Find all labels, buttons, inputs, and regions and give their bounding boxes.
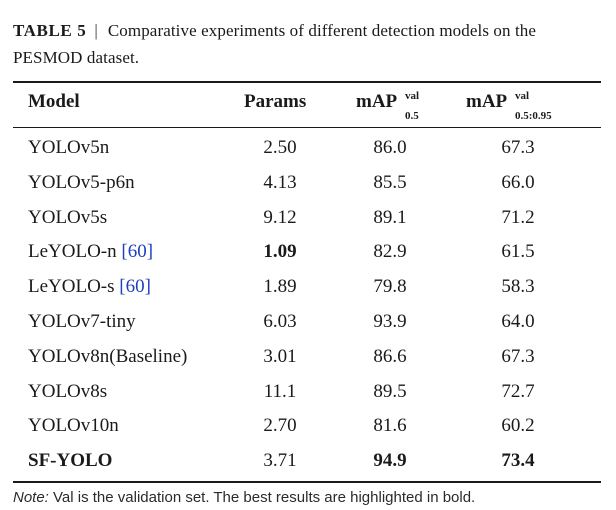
table-row: YOLOv8s 11.1 89.5 72.7 [0, 374, 616, 409]
header-map50-sup: val [405, 90, 420, 102]
header-map5095: mAP val 0.5:0.95 [466, 90, 552, 122]
cell-params: 2.70 [263, 415, 297, 437]
cell-map50: 81.6 [373, 415, 407, 437]
model-name: YOLOv5s [28, 206, 108, 228]
header-map50: mAP val 0.5 [356, 90, 419, 122]
cell-model: YOLOv7-tiny [28, 304, 136, 339]
table-top-rule [13, 81, 601, 83]
cell-map50: 79.8 [373, 276, 407, 298]
cell-model: SF-YOLO [28, 443, 112, 478]
cell-params: 1.09 [263, 241, 297, 263]
cell-map5095: 71.2 [501, 206, 535, 228]
header-map50-base: mAP [356, 91, 398, 112]
cell-model: YOLOv10n [28, 408, 119, 443]
model-name: YOLOv10n [28, 415, 119, 437]
header-map5095-sub: 0.5:0.95 [515, 110, 552, 122]
model-name: YOLOv8s [28, 380, 108, 402]
model-name: SF-YOLO [28, 450, 113, 472]
table-label: TABLE 5 [13, 21, 87, 40]
table-caption: TABLE 5 | Comparative experiments of diffe… [13, 17, 603, 71]
table-row: LeYOLO-n [60] 1.09 82.9 61.5 [0, 234, 616, 269]
cell-params: 3.71 [263, 450, 297, 472]
cell-params: 6.03 [263, 311, 297, 332]
cell-model: YOLOv5s [28, 200, 107, 235]
table-row: YOLOv7-tiny 6.03 93.9 64.0 [0, 304, 616, 339]
note-text: Val is the validation set. The best resu… [48, 489, 476, 506]
cell-map50: 89.1 [373, 206, 407, 228]
table-header-rule [13, 127, 601, 128]
header-map5095-sup: val [515, 90, 530, 102]
cell-map5095: 58.3 [501, 276, 535, 298]
table-row: YOLOv5-p6n 4.13 85.5 66.0 [0, 165, 616, 200]
cell-map5095: 60.2 [501, 415, 535, 437]
caption-separator: | [94, 21, 98, 40]
model-name: YOLOv5-p6n [28, 171, 135, 193]
cell-map50: 94.9 [373, 450, 407, 472]
cell-model: YOLOv5-p6n [28, 165, 135, 200]
cell-map50: 86.0 [373, 137, 407, 158]
citation-link[interactable]: [60] [121, 241, 154, 263]
table-row: YOLOv8n(Baseline) 3.01 86.6 67.3 [0, 339, 616, 374]
cell-map50: 86.6 [373, 345, 407, 367]
cell-params: 4.13 [263, 171, 297, 193]
table-row: YOLOv5n 2.50 86.0 67.3 [0, 130, 616, 165]
header-map50-sub: 0.5 [405, 110, 419, 122]
cell-model: YOLOv5n [28, 130, 109, 165]
table-row: YOLOv10n 2.70 81.6 60.2 [0, 408, 616, 443]
model-name: YOLOv7-tiny [28, 311, 136, 332]
cell-model: LeYOLO-n [60] [28, 234, 153, 269]
header-map5095-base: mAP [466, 91, 508, 112]
cell-model: YOLOv8s [28, 374, 107, 409]
cell-map5095: 64.0 [501, 311, 535, 332]
model-name: YOLOv5n [28, 137, 110, 158]
cell-map50: 93.9 [373, 311, 407, 332]
cell-model: YOLOv8n(Baseline) [28, 339, 187, 374]
table-bottom-rule [13, 481, 601, 483]
citation-link[interactable]: [60] [119, 276, 151, 298]
cell-map5095: 66.0 [501, 171, 535, 193]
cell-params: 9.12 [263, 206, 297, 228]
cell-params: 11.1 [263, 380, 297, 402]
table-row: SF-YOLO 3.71 94.9 73.4 [0, 443, 616, 478]
cell-map5095: 67.3 [501, 345, 535, 367]
cell-map5095: 61.5 [501, 241, 535, 263]
model-name: LeYOLO-n [28, 241, 122, 263]
header-params: Params [244, 91, 307, 112]
cell-map5095: 72.7 [501, 380, 535, 402]
cell-map5095: 73.4 [501, 450, 535, 472]
table-note: Note: Val is the validation set. The bes… [13, 488, 475, 508]
table-row: YOLOv5s 9.12 89.1 71.2 [0, 200, 616, 235]
note-label: Note: [13, 489, 49, 506]
cell-map50: 89.5 [373, 380, 407, 402]
caption-text: Comparative experiments of different det… [13, 21, 537, 67]
cell-params: 3.01 [263, 345, 297, 367]
cell-map50: 82.9 [373, 241, 407, 263]
model-name: YOLOv8n(Baseline) [28, 345, 188, 367]
model-name: LeYOLO-s [28, 276, 120, 298]
cell-map5095: 67.3 [501, 137, 535, 158]
cell-params: 2.50 [263, 137, 297, 158]
header-model: Model [28, 91, 80, 112]
cell-params: 1.89 [263, 276, 297, 298]
table-row: LeYOLO-s [60] 1.89 79.8 58.3 [0, 269, 616, 304]
cell-model: LeYOLO-s [60] [28, 269, 151, 304]
cell-map50: 85.5 [373, 171, 407, 193]
